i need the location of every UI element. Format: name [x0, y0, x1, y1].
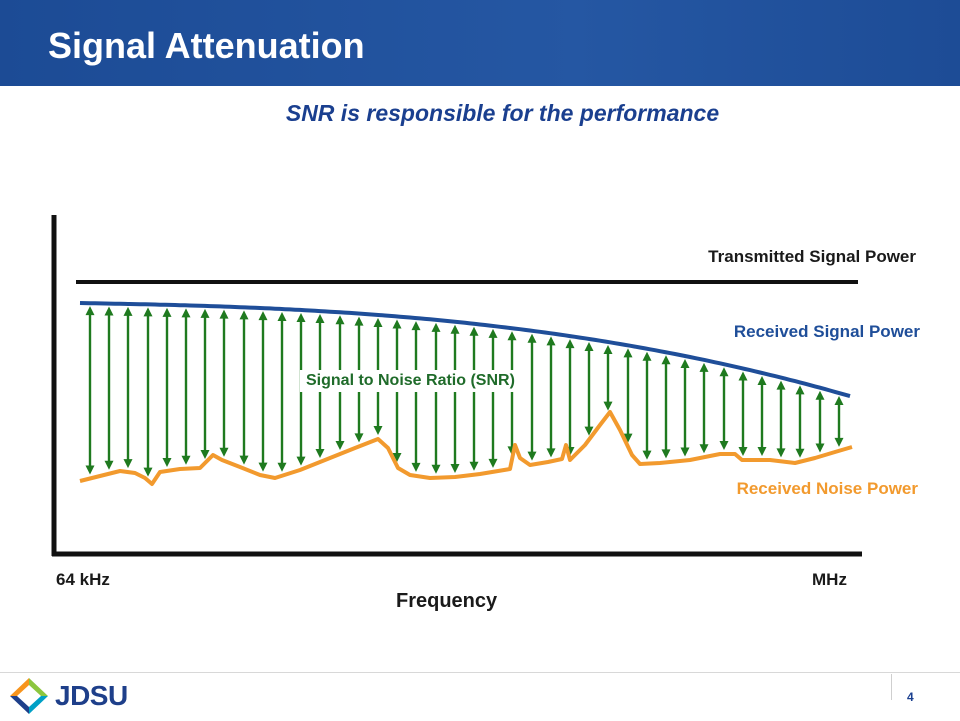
snr-arrow — [239, 310, 249, 465]
snr-arrow — [795, 385, 805, 458]
snr-arrow — [757, 375, 767, 456]
snr-arrow — [469, 326, 479, 471]
snr-arrow — [546, 336, 556, 458]
snr-arrow — [719, 367, 729, 450]
snr-arrow — [565, 339, 575, 456]
snr-arrow — [450, 324, 460, 473]
snr-arrow — [143, 307, 153, 477]
snr-arrow — [431, 322, 441, 474]
received-signal-label: Received Signal Power — [733, 322, 920, 341]
slide-title: Signal Attenuation — [48, 25, 365, 66]
jdsu-logo-icon — [10, 678, 48, 714]
snr-arrow — [680, 359, 690, 457]
snr-arrow — [603, 344, 613, 411]
snr-arrows — [85, 306, 844, 477]
jdsu-logo: JDSU — [8, 676, 148, 716]
snr-arrow — [85, 306, 95, 475]
snr-arrow — [834, 395, 844, 447]
snr-arrow — [642, 351, 652, 460]
slide-subtitle: SNR is responsible for the performance — [285, 100, 720, 126]
snr-arrow — [776, 380, 786, 458]
snr-arrow — [527, 333, 537, 461]
received-signal-curve — [79, 301, 851, 399]
snr-arrow — [258, 311, 268, 472]
snr-arrow — [162, 307, 172, 467]
slide-header: Signal Attenuation — [0, 0, 960, 86]
snr-arrow — [104, 306, 114, 470]
snr-arrow — [123, 306, 133, 469]
snr-arrow — [488, 328, 498, 468]
snr-arrow — [661, 355, 671, 459]
snr-arrow — [623, 348, 633, 443]
x-axis-title: Frequency — [396, 590, 498, 612]
received-noise-label: Received Noise Power — [736, 479, 918, 498]
x-axis-start-label: 64 kHz — [56, 570, 110, 589]
transmitted-signal-label: Transmitted Signal Power — [708, 247, 916, 266]
received-noise-curve — [79, 410, 853, 486]
snr-arrow — [738, 371, 748, 456]
snr-label: Signal to Noise Ratio (SNR) — [300, 370, 521, 392]
snr-arrow — [219, 309, 229, 457]
snr-arrow — [181, 308, 191, 465]
snr-arrow — [584, 341, 594, 436]
snr-arrow — [277, 312, 287, 472]
page-number: 4 — [907, 690, 914, 704]
footer-divider-line — [0, 672, 960, 673]
snr-arrow — [411, 321, 421, 472]
x-axis-end-label: MHz — [812, 570, 847, 589]
snr-arrow — [699, 362, 709, 454]
snr-arrow — [200, 308, 210, 459]
footer-vertical-divider — [891, 674, 892, 700]
snr-arrow — [507, 331, 517, 456]
snr-arrow — [815, 390, 825, 453]
logo-text: JDSU — [55, 680, 128, 711]
